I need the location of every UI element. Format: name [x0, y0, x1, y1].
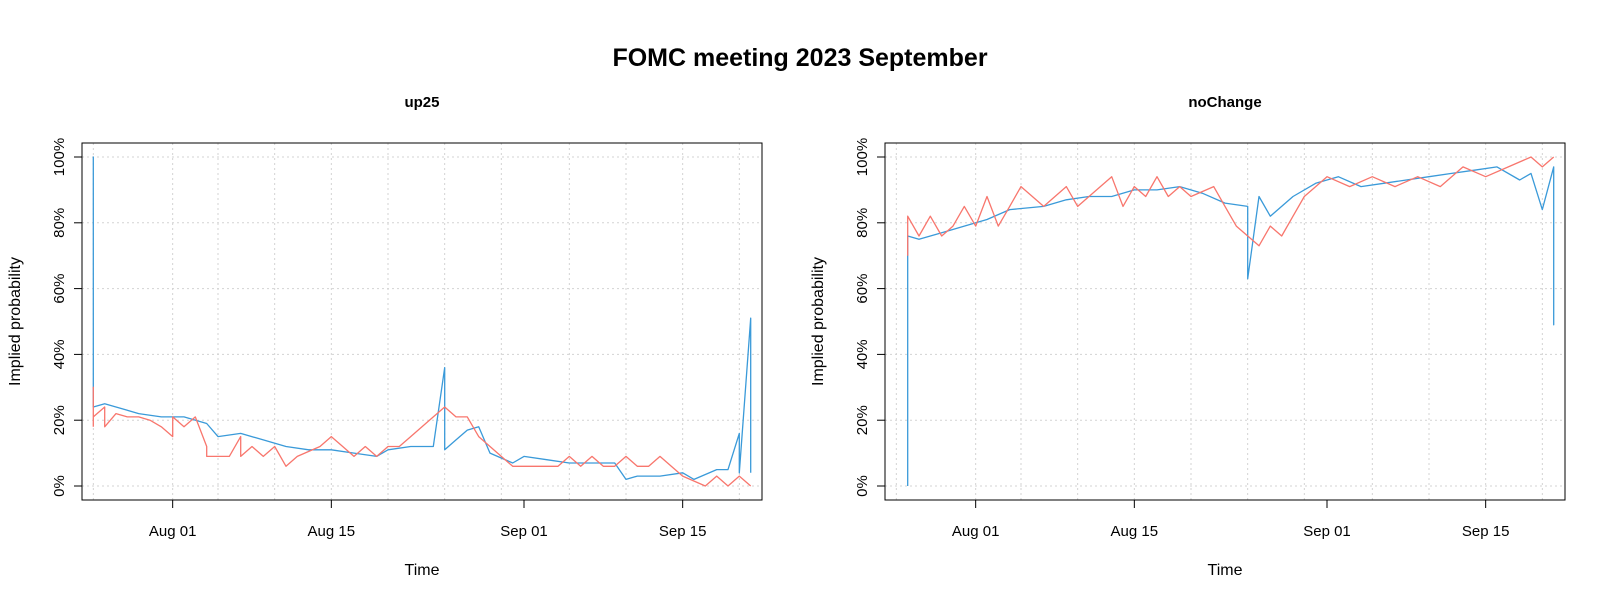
up25-y-tick-label: 100% — [51, 138, 68, 176]
up25-series-1-line — [92, 156, 752, 481]
up25-y-tick-label: 40% — [51, 339, 68, 369]
nochange-y-tick-label: 80% — [854, 208, 871, 238]
nochange-series-1-line — [907, 166, 1555, 486]
nochange-panel-title: noChange — [1188, 94, 1261, 111]
nochange-series-2-line — [907, 156, 1555, 256]
up25-x-axis-label: Time — [405, 562, 440, 579]
nochange-x-tick-label: Aug 01 — [952, 523, 1000, 540]
up25-y-tick-label: 80% — [51, 208, 68, 238]
up25-x-tick-label: Sep 15 — [659, 523, 707, 540]
up25-panel-title: up25 — [404, 94, 439, 111]
nochange-y-tick-label: 60% — [854, 274, 871, 304]
nochange-y-tick-label: 40% — [854, 339, 871, 369]
nochange-y-axis-label: Implied probability — [810, 257, 827, 386]
up25-y-tick-label: 0% — [51, 475, 68, 497]
up25-y-tick-label: 20% — [51, 405, 68, 435]
nochange-plot-frame — [884, 142, 1566, 501]
nochange-y-tick-label: 100% — [854, 138, 871, 176]
nochange-y-tick-label: 20% — [854, 405, 871, 435]
nochange-x-axis-label: Time — [1208, 562, 1243, 579]
up25-x-tick-label: Aug 15 — [308, 523, 356, 540]
up25-y-axis-label: Implied probability — [7, 257, 24, 386]
nochange-x-tick-label: Sep 15 — [1462, 523, 1510, 540]
up25-y-tick-label: 60% — [51, 274, 68, 304]
up25-x-tick-label: Aug 01 — [149, 523, 197, 540]
up25-x-tick-label: Sep 01 — [500, 523, 548, 540]
up25-plot-frame — [81, 142, 763, 501]
nochange-x-tick-label: Sep 01 — [1303, 523, 1351, 540]
up25-series-2-line — [92, 386, 752, 487]
nochange-x-tick-label: Aug 15 — [1111, 523, 1159, 540]
nochange-y-tick-label: 0% — [854, 475, 871, 497]
page-title: FOMC meeting 2023 September — [612, 44, 988, 72]
